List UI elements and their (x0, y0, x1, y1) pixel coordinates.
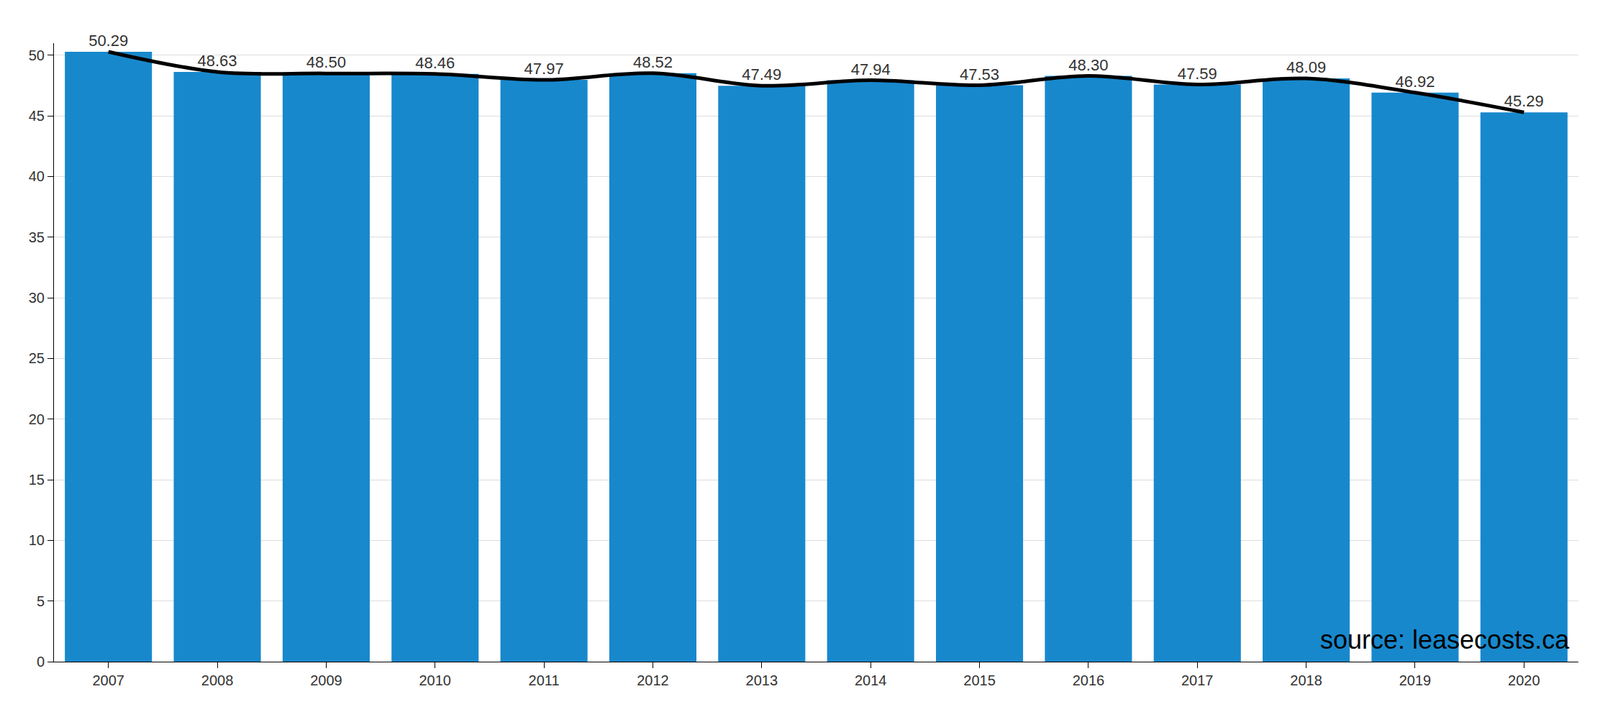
svg-text:2017: 2017 (1181, 672, 1214, 689)
svg-text:0: 0 (36, 653, 45, 670)
svg-text:5: 5 (36, 593, 45, 610)
svg-text:35: 35 (28, 229, 45, 246)
svg-text:48.30: 48.30 (1068, 56, 1108, 75)
svg-text:50.29: 50.29 (88, 31, 129, 50)
svg-text:15: 15 (28, 471, 45, 488)
svg-text:48.09: 48.09 (1286, 58, 1326, 77)
svg-text:45: 45 (28, 107, 45, 124)
svg-text:47.59: 47.59 (1177, 64, 1218, 83)
svg-text:2016: 2016 (1072, 672, 1106, 689)
svg-text:2019: 2019 (1399, 672, 1432, 689)
svg-text:2007: 2007 (92, 672, 125, 689)
svg-text:2012: 2012 (636, 672, 670, 689)
svg-text:50: 50 (28, 47, 45, 64)
svg-text:2020: 2020 (1507, 672, 1541, 689)
svg-text:45.29: 45.29 (1504, 92, 1544, 111)
svg-text:2011: 2011 (528, 672, 560, 689)
svg-text:48.46: 48.46 (415, 53, 455, 72)
svg-text:2018: 2018 (1289, 672, 1323, 689)
svg-text:30: 30 (28, 289, 45, 306)
svg-text:20: 20 (28, 411, 45, 428)
svg-text:2013: 2013 (746, 672, 779, 689)
svg-text:2008: 2008 (201, 672, 234, 689)
svg-text:2014: 2014 (854, 672, 888, 689)
svg-text:48.50: 48.50 (306, 53, 347, 72)
svg-text:47.94: 47.94 (851, 60, 891, 79)
svg-text:2009: 2009 (310, 672, 343, 689)
svg-text:48.52: 48.52 (633, 53, 673, 72)
svg-text:40: 40 (28, 168, 45, 185)
svg-text:47.49: 47.49 (741, 65, 782, 84)
svg-text:10: 10 (28, 532, 45, 549)
svg-text:2015: 2015 (963, 672, 996, 689)
svg-text:47.53: 47.53 (959, 65, 1000, 84)
svg-text:46.92: 46.92 (1394, 72, 1435, 91)
svg-text:47.97: 47.97 (524, 59, 565, 78)
svg-text:source: leasecosts.ca: source: leasecosts.ca (1320, 625, 1570, 655)
svg-text:48.63: 48.63 (197, 51, 238, 70)
svg-text:25: 25 (28, 350, 45, 367)
svg-text:2010: 2010 (419, 672, 452, 689)
